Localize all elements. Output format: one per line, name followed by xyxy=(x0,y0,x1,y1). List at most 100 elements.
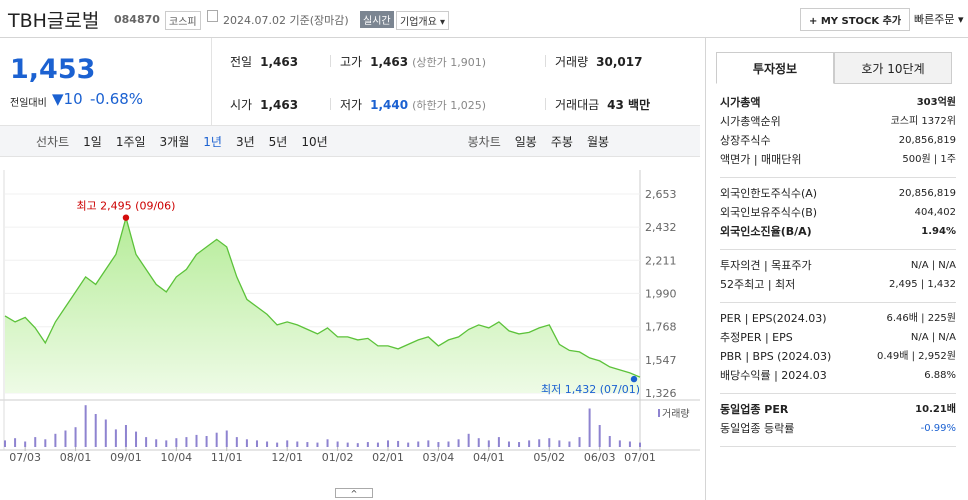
volume-bar xyxy=(336,441,339,447)
change-value: 10 xyxy=(63,90,83,108)
info-label: 액면가 | 매매단위 xyxy=(720,153,802,166)
volume-bar xyxy=(215,432,218,447)
stock-name: TBH글로벌 xyxy=(8,10,100,32)
info-value: 20,856,819 xyxy=(898,135,956,146)
collapse-button[interactable]: ^ xyxy=(335,488,373,498)
info-value: 6.88% xyxy=(924,370,956,381)
overview-dropdown[interactable]: 기업개요 ▾ xyxy=(396,11,450,30)
x-tick-label: 07/03 xyxy=(9,451,41,464)
info-row: PER | EPS(2024.03) 6.46배 | 225원 xyxy=(720,309,956,328)
x-tick-label: 07/01 xyxy=(624,451,656,464)
volume-bar xyxy=(94,414,97,447)
low-marker xyxy=(630,375,638,383)
volume-bar xyxy=(507,441,510,447)
y-tick-label: 1,547 xyxy=(645,354,677,367)
info-value: 20,856,819 xyxy=(898,188,956,199)
candle-option[interactable]: 월봉 xyxy=(586,134,610,149)
info-label: PER | EPS(2024.03) xyxy=(720,312,827,325)
divider xyxy=(545,98,546,110)
period-option[interactable]: 1년 xyxy=(203,134,222,149)
x-tick-label: 05/02 xyxy=(533,451,565,464)
volume-bar xyxy=(568,441,571,447)
info-tab[interactable]: 투자정보 xyxy=(716,52,834,84)
market-badge: 코스피 xyxy=(165,11,201,30)
info-row: 외국인소진율(B/A) 1.94% xyxy=(720,222,956,241)
quick-order[interactable]: 빠른주문 ▾ xyxy=(914,13,964,26)
volume-bar xyxy=(628,441,631,447)
info-label: 동일업종 등락률 xyxy=(720,422,795,435)
volume-bar xyxy=(558,440,561,447)
period-option[interactable]: 1일 xyxy=(83,134,102,149)
date: 2024.07.02 기준(장마감) xyxy=(223,14,349,27)
y-tick-label: 1,326 xyxy=(645,387,677,400)
info-label: 상장주식수 xyxy=(720,134,771,147)
period-option[interactable]: 3년 xyxy=(235,134,255,149)
quote-value: 43 백만 xyxy=(607,98,651,112)
info-value: -0.99% xyxy=(920,423,956,434)
info-row: 상장주식수 20,856,819 xyxy=(720,131,956,150)
realtime-badge[interactable]: 실시간 xyxy=(360,11,394,28)
y-tick-label: 2,211 xyxy=(645,254,677,267)
quote-item: 거래량 30,017 xyxy=(555,53,642,70)
high-marker xyxy=(122,214,130,221)
volume-bar xyxy=(427,440,430,447)
volume-bar xyxy=(195,434,198,447)
candle-option[interactable]: 주봉 xyxy=(550,134,573,149)
quote-label: 거래대금 xyxy=(555,98,600,112)
volume-bar xyxy=(639,442,641,447)
volume-bar xyxy=(477,438,480,447)
volume-bar xyxy=(588,408,591,447)
volume-bar xyxy=(538,439,541,447)
x-tick-label: 04/01 xyxy=(473,451,505,464)
info-label: 외국인한도주식수(A) xyxy=(720,187,818,200)
x-tick-label: 01/02 xyxy=(322,451,354,464)
volume-legend-icon xyxy=(658,409,660,417)
period-option[interactable]: 5년 xyxy=(268,134,288,149)
info-value: 2,495 | 1,432 xyxy=(889,279,956,290)
info-label: 시가총액 xyxy=(720,96,761,109)
volume-bar xyxy=(205,436,208,447)
period-option[interactable]: 3개월 xyxy=(159,134,190,149)
info-row: 추정PER | EPS N/A | N/A xyxy=(720,328,956,347)
info-value: N/A | N/A xyxy=(910,260,956,271)
quote-item: 전일 1,463 xyxy=(230,53,298,70)
header: TBH글로벌 084870 코스피 2024.07.02 기준(장마감) 실시간… xyxy=(0,0,968,38)
change: ▼10 xyxy=(52,90,83,108)
low-label: 최저 1,432 (07/01) xyxy=(541,383,640,396)
overview-text: 기업개요 xyxy=(400,17,437,28)
info-row: PBR | BPS (2024.03) 0.49배 | 2,952원 xyxy=(720,347,956,366)
info-section: 투자의견 | 목표주가 N/A | N/A 52주최고 | 최저 2,495 | 1,… xyxy=(720,256,956,303)
info-label: 52주최고 | 최저 xyxy=(720,278,796,291)
x-tick-label: 12/01 xyxy=(271,451,303,464)
info-row: 시가총액 303억원 xyxy=(720,93,956,112)
info-tab[interactable]: 호가 10단계 xyxy=(834,52,952,84)
info-section: 외국인한도주식수(A) 20,856,819 외국인보유주식수(B) 404,402 외… xyxy=(720,184,956,250)
period-bar: 선차트 1일 1주일 3개월 1년 3년 5년 10년 봉차트 일봉 주봉 월봉 xyxy=(0,125,700,157)
info-panel: 투자정보 호가 10단계 시가총액 303억원 시가총액순위 코스피 1372위 상장주식수… xyxy=(705,38,968,500)
change-rate: -0.68% xyxy=(90,90,144,108)
volume-bar xyxy=(286,440,289,447)
volume-bar xyxy=(437,442,440,447)
volume-bar xyxy=(326,439,329,447)
info-row: 52주최고 | 최저 2,495 | 1,432 xyxy=(720,275,956,294)
info-value: 0.49배 | 2,952원 xyxy=(876,351,956,362)
period-option[interactable]: 10년 xyxy=(301,134,328,149)
calendar-icon xyxy=(207,10,218,22)
volume-bar xyxy=(528,440,531,447)
quote-label: 전일 xyxy=(230,55,253,69)
info-value: N/A | N/A xyxy=(910,332,956,343)
y-tick-label: 2,432 xyxy=(645,221,677,234)
info-value: 1.94% xyxy=(921,226,956,237)
volume-bar xyxy=(34,437,37,447)
info-label: 시가총액순위 xyxy=(720,115,781,128)
volume-bar xyxy=(14,438,17,447)
info-value: 10.21배 xyxy=(915,404,956,415)
info-label: 외국인소진율(B/A) xyxy=(720,225,812,238)
volume-bar xyxy=(135,431,138,447)
period-option[interactable]: 1주일 xyxy=(115,134,146,149)
candle-option[interactable]: 일봉 xyxy=(514,134,537,149)
volume-bar xyxy=(74,427,77,447)
volume-bar xyxy=(598,425,601,447)
current-price: 1,453 xyxy=(10,54,96,85)
mystock-button[interactable]: + MY STOCK 추가 xyxy=(800,8,911,31)
